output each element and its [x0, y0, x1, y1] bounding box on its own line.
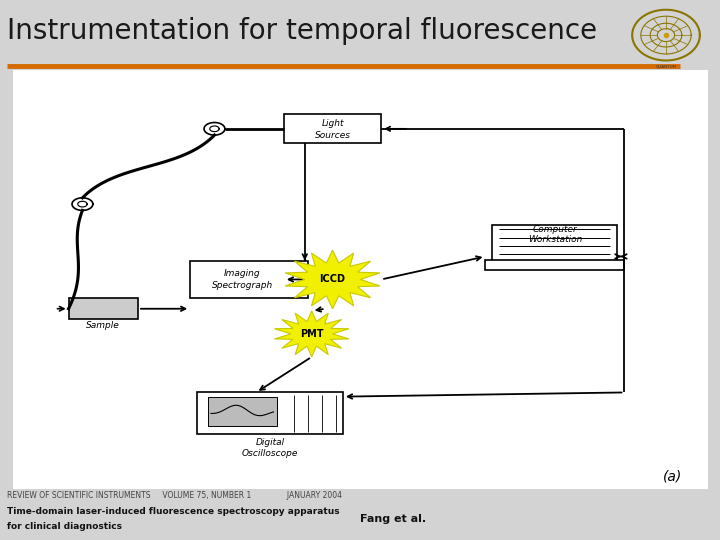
Text: Imaging: Imaging — [224, 269, 261, 278]
Polygon shape — [285, 250, 380, 309]
Polygon shape — [274, 311, 349, 357]
Text: Computer: Computer — [533, 225, 577, 234]
Text: Sources: Sources — [315, 131, 351, 139]
Text: PMT: PMT — [300, 329, 323, 339]
Text: (a): (a) — [663, 469, 683, 483]
FancyBboxPatch shape — [13, 70, 708, 489]
Text: ICCD: ICCD — [320, 274, 346, 285]
Text: QUANTUM: QUANTUM — [655, 64, 677, 69]
Text: Time-domain laser-induced fluorescence spectroscopy apparatus: Time-domain laser-induced fluorescence s… — [7, 508, 340, 516]
Bar — [197, 393, 343, 434]
Text: Oscilloscope: Oscilloscope — [242, 449, 298, 457]
Text: Spectrograph: Spectrograph — [212, 281, 273, 290]
Text: Light: Light — [321, 119, 344, 129]
Bar — [190, 261, 308, 298]
Text: Fang et al.: Fang et al. — [360, 515, 426, 524]
Bar — [284, 114, 381, 144]
Text: Sample: Sample — [86, 321, 120, 330]
Bar — [207, 396, 277, 426]
Bar — [485, 260, 624, 270]
Text: REVIEW OF SCIENTIFIC INSTRUMENTS     VOLUME 75, NUMBER 1               JANUARY 2: REVIEW OF SCIENTIFIC INSTRUMENTS VOLUME … — [7, 491, 342, 500]
Bar — [68, 298, 138, 319]
Text: Digital: Digital — [256, 438, 284, 447]
Bar — [492, 225, 618, 262]
Text: for clinical diagnostics: for clinical diagnostics — [7, 522, 122, 531]
Text: Workstation: Workstation — [528, 235, 582, 244]
Text: Instrumentation for temporal fluorescence: Instrumentation for temporal fluorescenc… — [7, 17, 598, 45]
